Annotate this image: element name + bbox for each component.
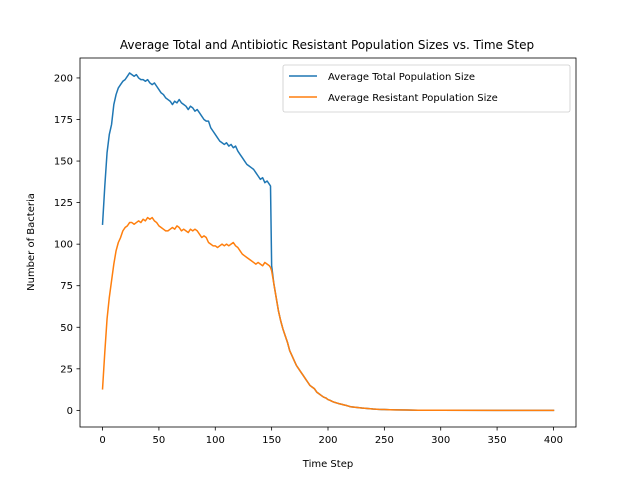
y-tick-label: 200 [54,73,73,84]
x-axis-ticks: 0 50 100 150 200 250 300 350 400 [99,427,563,446]
y-tick-label: 50 [60,323,73,334]
y-tick-label: 25 [60,364,73,375]
legend-label-total: Average Total Population Size [328,72,475,83]
x-tick-label: 100 [206,435,225,446]
x-axis-label: Time Step [302,459,353,470]
x-tick-label: 300 [431,435,450,446]
legend-label-resistant: Average Resistant Population Size [328,93,498,104]
x-tick-label: 50 [153,435,166,446]
y-tick-label: 125 [54,198,73,209]
y-axis-ticks: 0 25 50 75 100 125 150 175 200 [54,73,80,417]
x-tick-label: 150 [262,435,281,446]
y-axis-label: Number of Bacteria [26,193,37,291]
y-tick-label: 0 [67,406,73,417]
x-tick-label: 200 [318,435,337,446]
legend: Average Total Population Size Average Re… [282,64,571,113]
series-line-resistant [101,216,555,412]
y-tick-label: 150 [54,157,73,168]
x-tick-label: 400 [544,435,563,446]
chart-title: Average Total and Antibiotic Resistant P… [120,38,534,52]
series-layer [101,72,555,412]
legend-box [282,64,571,113]
y-tick-label: 175 [54,115,73,126]
y-tick-label: 100 [54,240,73,251]
x-tick-label: 350 [488,435,507,446]
x-tick-label: 0 [99,435,105,446]
x-tick-label: 250 [375,435,394,446]
y-tick-label: 75 [60,281,73,292]
